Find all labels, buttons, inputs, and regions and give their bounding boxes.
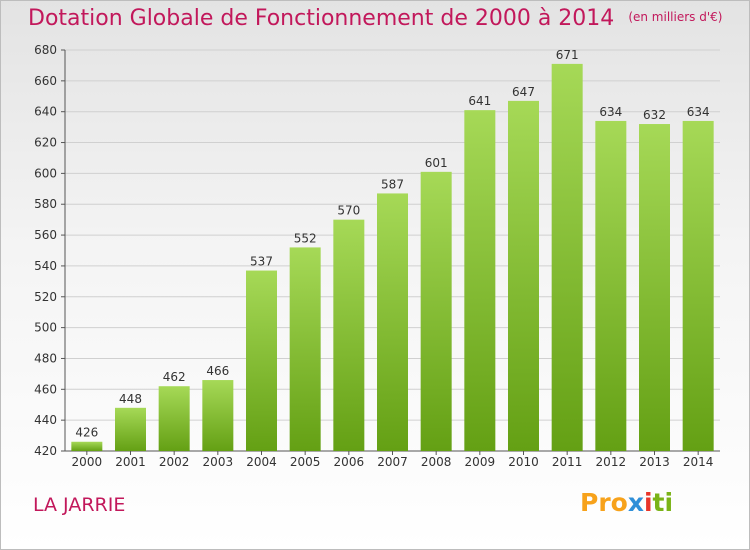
logo-part: i [643,488,653,517]
bar-2013 [639,124,670,452]
data-labels: 426 448 462 466 537 552 570 587 601 641 647 671 634 6… [75,48,709,440]
logo-part: x [627,488,644,517]
bar-2012 [595,120,627,451]
y-tick-label: 520 [34,290,57,304]
y-tick-label: 600 [34,166,57,180]
y-tick-label: 560 [34,228,57,242]
commune-name: LA JARRIE [33,494,126,516]
y-tick-label: 480 [34,351,57,365]
x-tick-label: 2011 [552,455,583,469]
y-tick-label: 420 [34,444,57,458]
y-tick-label: 640 [34,105,57,119]
bars [71,63,714,452]
data-label: 552 [294,231,317,245]
x-tick-label: 2010 [508,455,539,469]
x-tick-label: 2003 [203,455,234,469]
bar-2005 [289,247,321,451]
bar-2014 [682,120,714,451]
data-label: 641 [468,94,491,108]
data-label: 448 [119,392,142,406]
x-tick-label: 2004 [246,455,277,469]
x-tick-labels: 2000 2001 2002 2003 2004 2005 2006 2007 2008 2009… [72,455,714,469]
logo-part: Pro [580,488,628,517]
data-label: 570 [337,204,360,218]
x-tick-label: 2013 [639,455,670,469]
x-tick-label: 2008 [421,455,452,469]
x-tick-label: 2001 [115,455,146,469]
bar-2006 [333,219,365,451]
data-label: 462 [163,370,186,384]
data-label: 634 [687,105,710,119]
bar-2001 [115,407,146,451]
bar-2003 [202,380,234,451]
logo-part: ti [652,488,674,517]
y-tick-label: 460 [34,382,57,396]
data-label: 426 [75,426,98,440]
x-tick-label: 2002 [159,455,190,469]
bar-2009 [464,110,496,452]
chart-unit: (en milliers d'€) [628,10,723,24]
x-tick-label: 2007 [377,455,408,469]
x-tick-label: 2005 [290,455,321,469]
x-tick-label: 2014 [683,455,714,469]
data-label: 634 [599,105,622,119]
chart-title-text: Dotation Globale de Fonctionnement de 20… [28,6,615,31]
data-label: 647 [512,85,535,99]
bar-2011 [551,63,583,451]
x-tick-label: 2000 [72,455,103,469]
y-tick-label: 660 [34,74,57,88]
x-tick-label: 2006 [334,455,365,469]
data-label: 587 [381,177,404,191]
y-tick-label: 500 [34,321,57,335]
data-label: 466 [206,364,229,378]
bar-2010 [508,100,539,452]
y-tick-label: 620 [34,136,57,150]
bar-2008 [420,171,452,452]
x-tick-label: 2012 [596,455,627,469]
y-tick-label: 440 [34,413,57,427]
data-label: 632 [643,108,666,122]
proxiti-logo: Proxiti [580,488,673,517]
y-tick-label: 540 [34,259,57,273]
y-tick-label: 680 [34,43,57,57]
bar-2004 [246,270,277,451]
data-label: 537 [250,255,273,269]
chart-title: Dotation Globale de Fonctionnement de 20… [28,6,722,31]
bar-2000 [71,441,103,451]
x-tick-label: 2009 [465,455,496,469]
bar-2007 [377,193,408,451]
data-label: 601 [425,156,448,170]
data-label: 671 [556,48,579,62]
y-tick-labels: 420 440 460 480 500 520 540 560 580 600 620 640 660 6… [34,43,57,458]
bar-2002 [158,386,190,451]
y-tick-label: 580 [34,197,57,211]
